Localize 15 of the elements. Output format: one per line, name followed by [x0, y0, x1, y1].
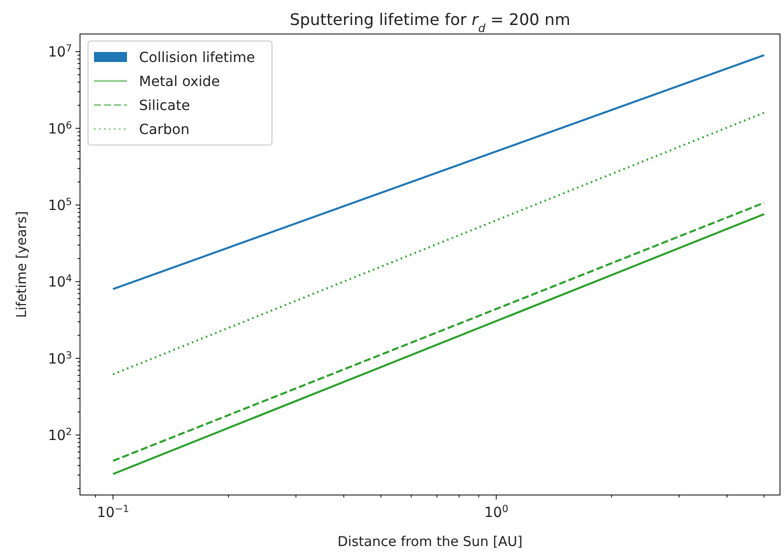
y-tick-label: 10$^{4}$ [48, 273, 72, 291]
y-tick-label: 10$^{6}$ [48, 120, 72, 138]
x-tick-label: 10$^{0}$ [484, 504, 508, 521]
y-tick-label: 10$^{3}$ [48, 350, 72, 368]
legend-label: Metal oxide [139, 74, 220, 90]
legend-label: Silicate [139, 98, 190, 114]
y-tick-label: 10$^{5}$ [48, 196, 72, 214]
legend-label: Collision lifetime [139, 50, 256, 66]
chart-title: Sputtering lifetime for r$_{d}$ = 200 nm [290, 10, 570, 34]
y-tick-label: 10$^{7}$ [48, 43, 72, 61]
y-tick-label: 10$^{2}$ [48, 426, 72, 444]
y-axis-title: Lifetime [years] [14, 211, 30, 318]
x-tick-label: 10$^{−1}$ [96, 504, 130, 521]
legend-label: Carbon [139, 122, 190, 138]
x-axis-title: Distance from the Sun [AU] [337, 534, 523, 550]
